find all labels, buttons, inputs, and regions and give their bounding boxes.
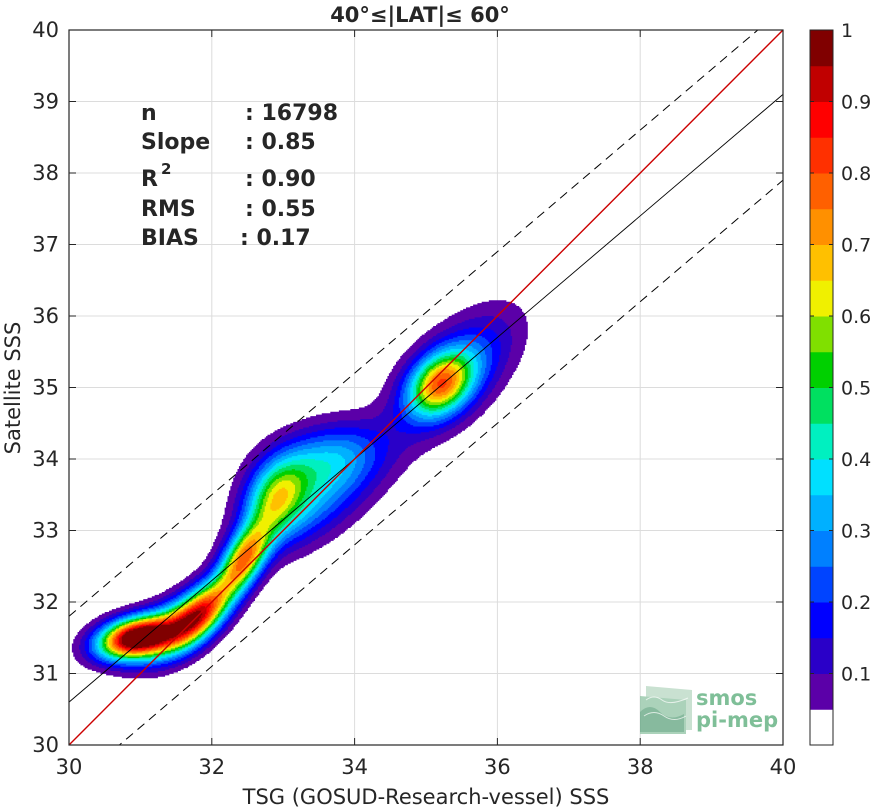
y-axis-label: Satellite SSS: [1, 322, 25, 455]
colorbar-segment: [810, 423, 833, 460]
colorbar-segment: [810, 316, 833, 353]
y-tick-label: 38: [32, 161, 59, 185]
colorbar-tick-label: 0.4: [841, 449, 871, 471]
y-tick-label: 30: [32, 733, 59, 757]
density-band: [107, 363, 463, 656]
density-band: [118, 606, 207, 650]
stat-value: : 0.85: [245, 130, 316, 155]
colorbar-tick-label: 0.7: [841, 235, 871, 257]
colorbar-tick-label: 0.9: [841, 92, 871, 114]
x-tick-label: 36: [484, 755, 511, 779]
colorbar-tick-label: 0.8: [841, 163, 871, 185]
y-tick-label: 34: [32, 447, 59, 471]
stat-value: : 0.17: [240, 226, 311, 251]
stat-value: : 0.90: [245, 167, 316, 192]
y-tick-label: 35: [32, 376, 59, 400]
stat-name: RMS: [141, 197, 196, 222]
logo-text-smos: smos: [696, 686, 757, 710]
colorbar-segment: [810, 101, 833, 138]
y-tick-label: 32: [32, 590, 59, 614]
colorbar-tick-label: 0.3: [841, 521, 871, 543]
x-tick-label: 40: [770, 755, 797, 779]
colorbar-segment: [810, 459, 833, 496]
y-axis: 30 31 32 33 34 35 36 37 38 39 40: [32, 18, 783, 757]
y-tick-label: 36: [32, 304, 59, 328]
density-band: [114, 378, 447, 652]
smos-pimep-logo: smos pi-mep: [640, 686, 778, 734]
colorbar-segment: [810, 494, 833, 531]
colorbar-segment: [810, 173, 833, 210]
density-band: [84, 327, 501, 670]
colorbar-segment: [810, 30, 833, 67]
stat-name-superscript: 2: [161, 160, 171, 178]
colorbar-tick-label: 0.5: [841, 378, 871, 400]
colorbar-tick-label: 0.2: [841, 592, 871, 614]
colorbar-segment: [810, 602, 833, 639]
colorbar-segment: [810, 530, 833, 567]
stat-name: Slope: [141, 130, 210, 155]
x-tick-label: 30: [56, 755, 83, 779]
colorbar-segment: [810, 387, 833, 424]
stat-name: n: [141, 101, 157, 126]
colorbar-segment: [810, 673, 833, 710]
regression-line: [69, 94, 783, 703]
fit-lower-dashed-line: [118, 179, 783, 745]
colorbar-segment: [810, 566, 833, 603]
x-axis: 30 32 34 36 38 40: [56, 30, 797, 779]
stat-value: : 0.55: [245, 197, 316, 222]
density-contours: [71, 300, 528, 679]
colorbar-segment: [810, 637, 833, 674]
logo-text-pimep: pi-mep: [696, 708, 778, 732]
colorbar-segment: [810, 709, 833, 746]
y-tick-label: 40: [32, 18, 59, 42]
colorbar-segment: [810, 137, 833, 174]
x-tick-label: 34: [341, 755, 368, 779]
density-band: [117, 603, 211, 650]
density-band: [121, 610, 203, 649]
chart-title: 40°≤|LAT|≤ 60°: [330, 3, 510, 28]
y-tick-label: 31: [32, 662, 59, 686]
x-axis-label: TSG (GOSUD-Research-vessel) SSS: [242, 785, 610, 809]
stat-name: BIAS: [141, 226, 199, 251]
stat-value: : 16798: [245, 101, 338, 126]
y-tick-label: 33: [32, 519, 59, 543]
colorbar: 0.1 0.2 0.3 0.4 0.5 0.6 0.7 0.8 0.9 1: [809, 20, 871, 746]
logo-icon: [640, 686, 692, 734]
x-tick-label: 38: [627, 755, 654, 779]
fit-upper-dashed-line: [69, 30, 759, 617]
colorbar-segment: [810, 351, 833, 388]
y-tick-label: 37: [32, 233, 59, 257]
colorbar-tick-label: 0.1: [841, 664, 871, 686]
stat-name: R: [141, 167, 158, 192]
colorbar-segment: [810, 244, 833, 281]
y-tick-label: 39: [32, 90, 59, 114]
colorbar-segment: [810, 280, 833, 317]
identity-line: [69, 30, 783, 745]
colorbar-tick-label: 1: [841, 20, 853, 42]
reference-lines: [69, 30, 783, 745]
colorbar-segment: [810, 208, 833, 245]
colorbar-tick-label: 0.6: [841, 306, 871, 328]
x-tick-label: 32: [198, 755, 225, 779]
colorbar-segment: [810, 65, 833, 102]
stats-box: n : 16798 Slope : 0.85 R 2 : 0.90 RMS : 0.55 BIAS…: [141, 101, 338, 251]
